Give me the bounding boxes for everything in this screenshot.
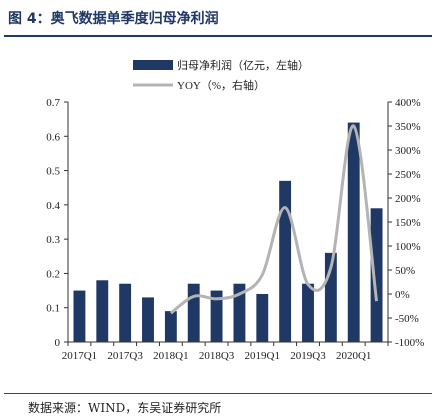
bottom-rule [4, 393, 432, 394]
left-tick-label: 0.2 [46, 268, 60, 280]
left-tick-label: 0.6 [46, 131, 60, 143]
x-tick-label: 2020Q1 [336, 350, 371, 362]
left-tick-label: 0.4 [46, 200, 60, 212]
left-tick-label: 0.7 [46, 97, 60, 109]
source-note: 数据来源：WIND，东吴证券研究所 [28, 401, 222, 415]
figure-title: 图 4：奥飞数据单季度归母净利润 [8, 11, 219, 27]
left-tick-label: 0 [55, 337, 61, 349]
legend-bar-swatch [133, 60, 173, 70]
bar-2019Q2 [279, 180, 292, 342]
x-tick-label: 2019Q1 [245, 350, 280, 362]
legend-bar-label: 归母净利润（亿元，左轴） [177, 58, 309, 72]
left-tick-label: 0.5 [46, 166, 60, 178]
bar-2020Q2 [370, 208, 383, 342]
yoy-line-group [169, 124, 379, 315]
bar-2017Q2 [96, 280, 109, 342]
right-tick-label: 250% [395, 169, 421, 181]
bar-2020Q1 [347, 122, 360, 342]
right-tick-label: -100% [395, 337, 424, 349]
right-tick-label: 400% [395, 97, 421, 109]
bar-2019Q3 [302, 283, 314, 342]
bar-2017Q1 [73, 290, 86, 342]
x-tick-label: 2018Q1 [153, 350, 188, 362]
right-tick-label: 100% [395, 241, 421, 253]
bar-2018Q3 [210, 290, 223, 342]
bar-2018Q1 [164, 311, 177, 342]
bar-2018Q2 [187, 283, 200, 342]
yoy-line [169, 124, 379, 315]
right-tick-label: -50% [395, 313, 419, 325]
title-rule [4, 35, 432, 37]
x-tick-label: 2017Q1 [62, 350, 97, 362]
legend: 归母净利润（亿元，左轴） YOY（%，右轴） [133, 58, 309, 92]
left-tick-label: 0.3 [46, 234, 60, 246]
bar-2017Q4 [142, 297, 154, 342]
x-tick-label: 2017Q3 [107, 350, 143, 362]
right-tick-label: 200% [395, 193, 421, 205]
right-tick-label: 350% [395, 121, 421, 133]
right-tick-label: 300% [395, 145, 421, 157]
x-tick-label: 2019Q3 [290, 350, 326, 362]
right-tick-label: 0% [395, 289, 410, 301]
bar-2018Q4 [233, 283, 246, 342]
bars [73, 122, 383, 342]
chart: 归母净利润（亿元，左轴） YOY（%，右轴） 0 0.1 0.2 0.3 0.4 0.5 0… [46, 58, 424, 362]
bar-2017Q3 [119, 283, 132, 342]
bar-2019Q1 [256, 294, 269, 342]
bar-2019Q4 [324, 252, 337, 342]
x-tick-label: 2018Q3 [199, 350, 235, 362]
right-tick-label: 150% [395, 217, 421, 229]
right-tick-label: 50% [395, 265, 415, 277]
legend-line-label: YOY（%，右轴） [177, 78, 265, 92]
left-tick-label: 0.1 [46, 303, 60, 315]
